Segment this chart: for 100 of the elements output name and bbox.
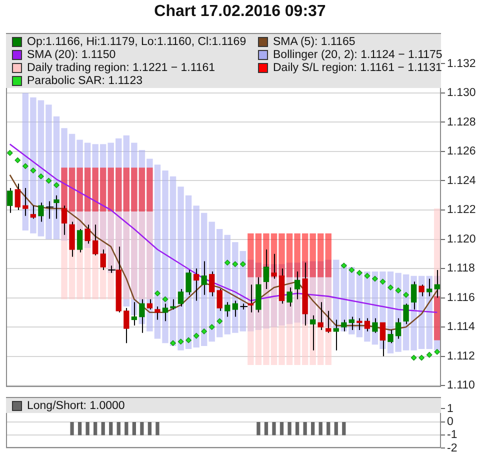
point [418,354,424,361]
bar [123,168,130,212]
candlestick [286,287,292,308]
bar [325,233,332,278]
point [348,267,355,273]
point [30,168,36,174]
point [193,332,200,339]
legend-label: SMA (20): 1.1150 [27,48,116,60]
bar [76,168,83,212]
point [186,337,192,344]
legend-label: Long/Short: 1.0000 [27,400,125,412]
point [162,296,168,302]
bar [123,211,130,300]
y-tick-label: 1.120 [447,233,476,246]
candlestick [248,284,254,313]
point [341,262,347,268]
bar [434,296,440,340]
candlestick [356,318,362,330]
candlestick [170,298,176,310]
y-tick-label: 1.114 [447,321,476,334]
candlestick [318,302,324,330]
bar [68,168,76,212]
point [216,318,223,324]
point [388,284,394,290]
chart-title: Chart 17.02.2016 09:37 [153,3,327,21]
bar [248,233,254,278]
y-tick-label: 1.110 [447,380,475,392]
point [380,278,386,285]
point [22,163,28,170]
candlestick [22,188,28,216]
candlestick [209,270,215,297]
bar [248,277,254,366]
bar [286,233,293,278]
point [178,338,184,345]
point [426,352,432,358]
candlestick [341,319,347,332]
bar [131,168,138,212]
candlestick [146,298,153,310]
bar [138,168,146,212]
candlestick [224,302,230,318]
y-tick-label: 1.116 [447,292,475,304]
candlestick [162,303,168,322]
point [434,348,440,355]
y-tick-label: 0 [447,416,454,428]
bar [108,168,114,212]
point [364,272,370,279]
candlestick [426,278,432,297]
candlestick [7,188,13,214]
bar [92,168,98,212]
y-tick-label: 1.124 [447,174,476,187]
y-tick-label: 1.132 [447,58,476,70]
candlestick [326,310,332,334]
y-tick-label: 1.126 [447,146,476,158]
point [6,150,13,156]
candlestick [403,303,409,325]
bar [146,211,153,300]
candlestick [372,318,378,334]
bar [131,211,138,300]
candlestick [395,318,402,340]
bar [138,211,146,300]
point [14,157,21,164]
point [46,178,52,184]
candlestick [216,288,222,312]
point [201,328,207,334]
candlestick [54,194,60,220]
y-tick-label: 1.112 [447,350,475,362]
point [170,340,176,346]
candlestick [131,302,137,326]
candlestick [348,316,354,330]
legend-label: Op:1.1166, Hi:1.1179, Lo:1.1160, Cl:1.1169 [27,36,246,48]
bar [46,104,52,240]
candlestick [178,288,184,308]
legend-label: SMA (5): 1.1165 [273,36,356,48]
candlestick [388,329,394,344]
bar [434,208,440,296]
candlestick [193,268,200,302]
candlestick [30,205,36,220]
bar [22,92,29,230]
bar [294,233,300,278]
point [356,270,362,276]
bar [146,168,153,212]
bar [255,233,262,278]
y-tick-label: 1 [447,402,454,415]
bar [154,164,161,339]
point [395,288,402,294]
point [38,173,44,180]
y-tick-label: 1.122 [447,204,476,216]
candlestick [364,318,370,332]
candlestick [100,248,106,270]
point [232,261,238,268]
legend-label: Parabolic SAR: 1.1123 [27,74,142,86]
legend-label: Daily trading region: 1.1221 − 1.1161 [27,62,216,74]
point [403,292,409,298]
y-tick-label: 1.128 [447,116,476,128]
candlestick [38,202,44,222]
candlestick [186,269,192,296]
y-tick-label: 1.118 [447,262,475,275]
candlestick [154,306,160,320]
y-tick-label: 1.130 [447,87,476,100]
bar [116,168,122,212]
